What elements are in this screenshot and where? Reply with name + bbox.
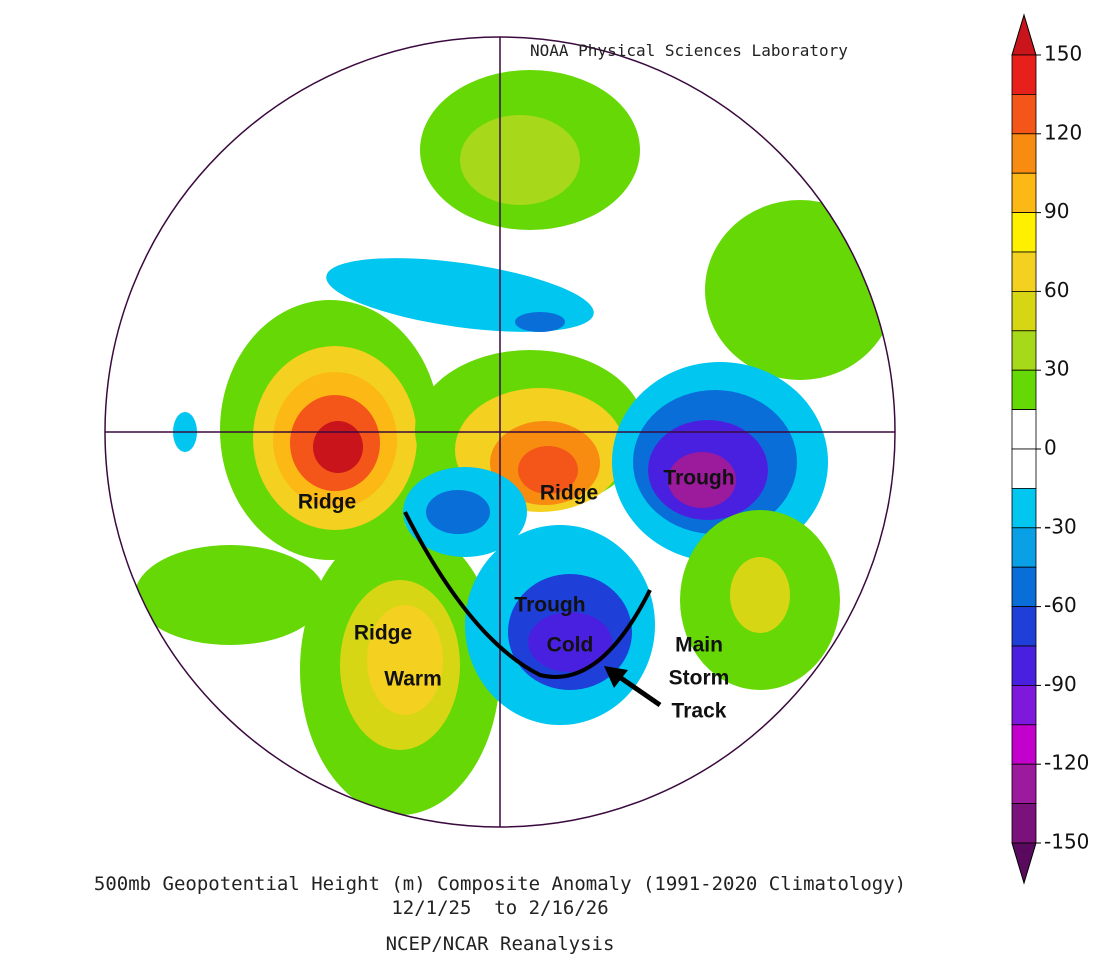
annotation: Ridge [298, 491, 356, 514]
colorbar-band [1011, 685, 1037, 726]
annotation: Main [675, 634, 723, 657]
colorbar-band [1011, 94, 1037, 135]
colorbar-band [1011, 803, 1037, 844]
annotation: Warm [384, 668, 442, 691]
colorbar-band [1011, 212, 1037, 253]
arrow-head [604, 666, 628, 688]
colorbar-band [1011, 369, 1037, 411]
colorbar-label: -60 [1044, 593, 1077, 617]
colorbar-label: -150 [1044, 830, 1089, 854]
annotation: Ridge [354, 622, 412, 645]
footer-source: NCEP/NCAR Reanalysis [386, 933, 615, 955]
colorbar-band [1011, 54, 1037, 95]
colorbar-band [1011, 330, 1037, 371]
colorbar-band [1011, 133, 1037, 174]
colorbar-band [1011, 724, 1037, 765]
colorbar-band [1011, 290, 1037, 332]
colorbar-label: 30 [1044, 357, 1069, 381]
annotation: Storm [669, 667, 730, 690]
colorbar-label: -120 [1044, 751, 1089, 775]
arrow [616, 673, 662, 708]
colorbar-cap [1011, 842, 1037, 885]
colorbar-band [1011, 448, 1037, 489]
colorbar-label: 60 [1044, 278, 1069, 302]
colorbar-cap [1011, 13, 1037, 56]
colorbar-label: 0 [1044, 436, 1057, 460]
annotation: Cold [547, 634, 594, 657]
footer-title: 500mb Geopotential Height (m) Composite … [94, 873, 906, 895]
colorbar-band [1011, 251, 1037, 292]
colorbar-label: -90 [1044, 672, 1077, 696]
credit: NOAA Physical Sciences Laboratory [530, 41, 848, 60]
colorbar: 150 120 90 60 30 0 -30 -60 -90 -120 -150 [1011, 13, 1089, 885]
colorbar-band [1011, 645, 1037, 686]
colorbar-label: -30 [1044, 514, 1077, 538]
colorbar-band [1011, 409, 1037, 450]
colorbar-band [1011, 606, 1037, 647]
footer-period: 12/1/25 to 2/16/26 [391, 897, 608, 919]
colorbar-band [1011, 763, 1037, 805]
colorbar-label: 120 [1044, 120, 1082, 144]
annotation: Ridge [540, 482, 598, 505]
annotation: Trough [514, 594, 585, 617]
annotation: Track [672, 700, 727, 723]
storm-track [403, 511, 652, 679]
colorbar-label: 150 [1044, 42, 1082, 66]
colorbar-band [1011, 527, 1037, 568]
colorbar-band [1011, 566, 1037, 608]
colorbar-label: 90 [1044, 199, 1069, 223]
colorbar-band [1011, 172, 1037, 213]
colorbar-band [1011, 487, 1037, 529]
annotation: Trough [663, 467, 734, 490]
